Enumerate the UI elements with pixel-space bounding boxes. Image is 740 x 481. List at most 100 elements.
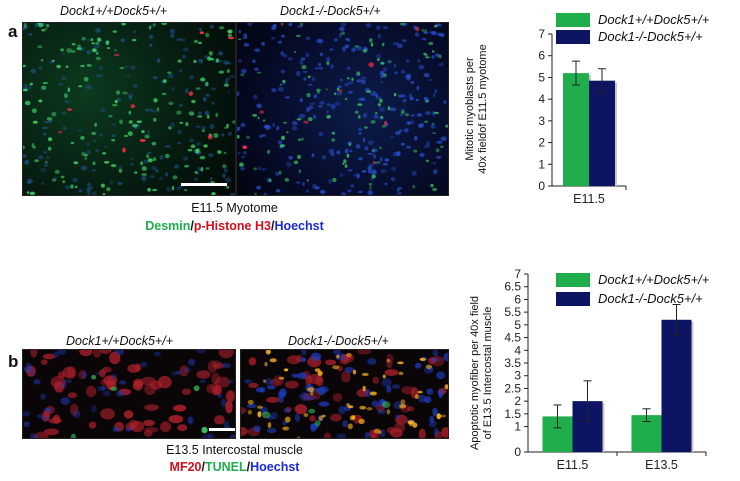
cell-dot — [384, 120, 388, 126]
cell-dot — [223, 60, 229, 65]
cell-dot — [400, 110, 405, 114]
cell-dot — [181, 388, 192, 395]
cell-dot — [283, 407, 291, 413]
cell-dot — [393, 92, 397, 97]
stain-sep: / — [246, 460, 251, 474]
cell-dot — [226, 185, 230, 189]
cell-dot — [176, 38, 182, 41]
cell-dot — [394, 71, 398, 75]
cell-dot — [42, 82, 48, 84]
cell-dot — [413, 135, 418, 141]
cell-dot — [242, 151, 247, 155]
cell-dot — [326, 115, 331, 119]
cell-dot — [390, 107, 397, 112]
cell-dot — [368, 62, 374, 68]
cell-dot — [317, 386, 326, 396]
cell-dot — [381, 124, 387, 128]
cell-dot — [43, 407, 52, 413]
cell-dot — [91, 405, 97, 413]
cell-dot — [280, 51, 285, 56]
legend-swatch — [556, 12, 590, 27]
cell-dot — [298, 113, 306, 119]
cell-dot — [140, 161, 144, 166]
cell-dot — [111, 139, 116, 142]
legend-item-knockout: Dock1-/-Dock5+/+ — [556, 291, 709, 306]
cell-dot — [177, 129, 182, 135]
cell-dot — [361, 372, 369, 377]
cell-dot — [111, 104, 118, 107]
cell-dot — [207, 134, 213, 140]
cell-dot — [372, 376, 380, 384]
cell-dot — [309, 415, 316, 422]
cell-dot — [100, 408, 115, 420]
cell-dot — [311, 153, 315, 158]
cell-dot — [352, 369, 357, 375]
cell-dot — [275, 189, 281, 193]
cell-dot — [23, 88, 28, 92]
cell-dot — [132, 380, 143, 391]
cell-dot — [51, 112, 57, 117]
cell-dot — [431, 31, 437, 36]
x-tick-label: E11.5 — [557, 458, 589, 472]
cell-dot — [381, 42, 385, 47]
cell-dot — [54, 169, 60, 174]
cell-dot — [308, 373, 323, 385]
cell-dot — [91, 374, 97, 380]
cell-dot — [319, 401, 330, 407]
cell-dot — [193, 177, 198, 182]
cell-dot — [295, 413, 300, 422]
legend-item-wildtype: Dock1+/+Dock5+/+ — [556, 272, 709, 287]
cell-dot — [370, 42, 374, 47]
cell-dot — [424, 120, 428, 123]
cell-dot — [437, 389, 444, 398]
cell-dot — [24, 159, 30, 165]
cell-dot — [419, 152, 425, 158]
cell-dot — [260, 168, 267, 171]
cell-dot — [123, 134, 129, 138]
cell-dot — [279, 83, 283, 86]
cell-dot — [379, 146, 382, 150]
cell-dot — [214, 415, 225, 425]
cell-dot — [211, 372, 221, 385]
cell-dot — [310, 423, 319, 430]
cell-dot — [207, 56, 212, 61]
cell-dot — [364, 126, 368, 129]
cell-dot — [375, 94, 379, 99]
y-tick-label: 6 — [538, 49, 545, 63]
cell-dot — [187, 148, 193, 152]
cell-dot — [263, 192, 267, 195]
cell-dot — [441, 427, 448, 438]
panel-a-stain-legend: Desmin/p-Histone H3/Hoechst — [22, 219, 447, 233]
cell-dot — [358, 132, 362, 135]
cell-dot — [361, 170, 367, 173]
cell-dot — [72, 410, 81, 418]
cell-dot — [348, 142, 351, 147]
cell-dot — [63, 379, 73, 384]
cell-dot — [282, 54, 288, 58]
cell-dot — [425, 364, 432, 370]
cell-dot — [413, 149, 418, 153]
cell-dot — [263, 379, 267, 383]
cell-dot — [317, 401, 329, 407]
cell-dot — [438, 62, 444, 67]
cell-dot — [399, 113, 404, 117]
cell-dot — [347, 405, 354, 409]
cell-dot — [346, 403, 350, 406]
cell-dot — [429, 415, 435, 424]
cell-dot — [344, 44, 350, 49]
legend-item-wildtype: Dock1+/+Dock5+/+ — [556, 12, 709, 27]
cell-dot — [202, 129, 205, 133]
cell-dot — [392, 42, 399, 46]
cell-dot — [122, 147, 126, 153]
cell-dot — [371, 400, 379, 408]
cell-dot — [38, 99, 43, 103]
cell-dot — [271, 37, 276, 40]
cell-dot — [334, 101, 341, 106]
cell-dot — [177, 59, 182, 63]
cell-dot — [56, 64, 61, 69]
cell-dot — [141, 130, 145, 134]
cell-dot — [87, 186, 94, 190]
cell-dot — [94, 43, 101, 49]
stain-desmin: Desmin — [145, 219, 191, 233]
cell-dot — [87, 191, 91, 195]
